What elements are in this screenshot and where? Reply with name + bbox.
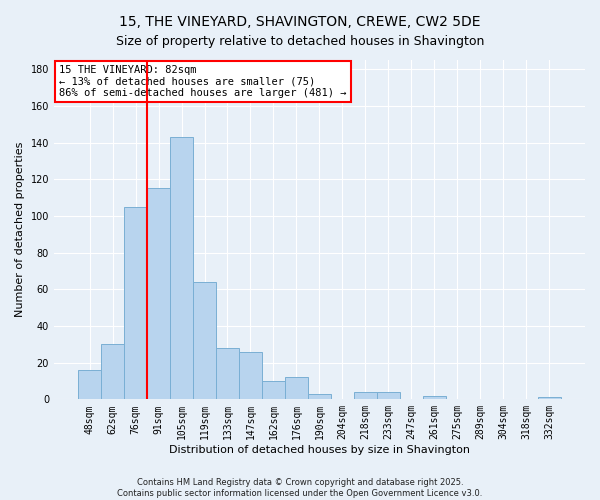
- Bar: [78, 370, 101, 400]
- Bar: [285, 378, 308, 400]
- Text: 15 THE VINEYARD: 82sqm
← 13% of detached houses are smaller (75)
86% of semi-det: 15 THE VINEYARD: 82sqm ← 13% of detached…: [59, 65, 347, 98]
- Bar: [101, 344, 124, 400]
- Bar: [377, 392, 400, 400]
- Bar: [239, 352, 262, 400]
- Bar: [262, 381, 285, 400]
- Bar: [216, 348, 239, 400]
- Bar: [147, 188, 170, 400]
- Bar: [170, 137, 193, 400]
- X-axis label: Distribution of detached houses by size in Shavington: Distribution of detached houses by size …: [169, 445, 470, 455]
- Y-axis label: Number of detached properties: Number of detached properties: [15, 142, 25, 318]
- Bar: [124, 206, 147, 400]
- Bar: [354, 392, 377, 400]
- Bar: [193, 282, 216, 400]
- Bar: [308, 394, 331, 400]
- Bar: [538, 398, 561, 400]
- Bar: [423, 396, 446, 400]
- Text: Size of property relative to detached houses in Shavington: Size of property relative to detached ho…: [116, 35, 484, 48]
- Text: 15, THE VINEYARD, SHAVINGTON, CREWE, CW2 5DE: 15, THE VINEYARD, SHAVINGTON, CREWE, CW2…: [119, 15, 481, 29]
- Text: Contains HM Land Registry data © Crown copyright and database right 2025.
Contai: Contains HM Land Registry data © Crown c…: [118, 478, 482, 498]
